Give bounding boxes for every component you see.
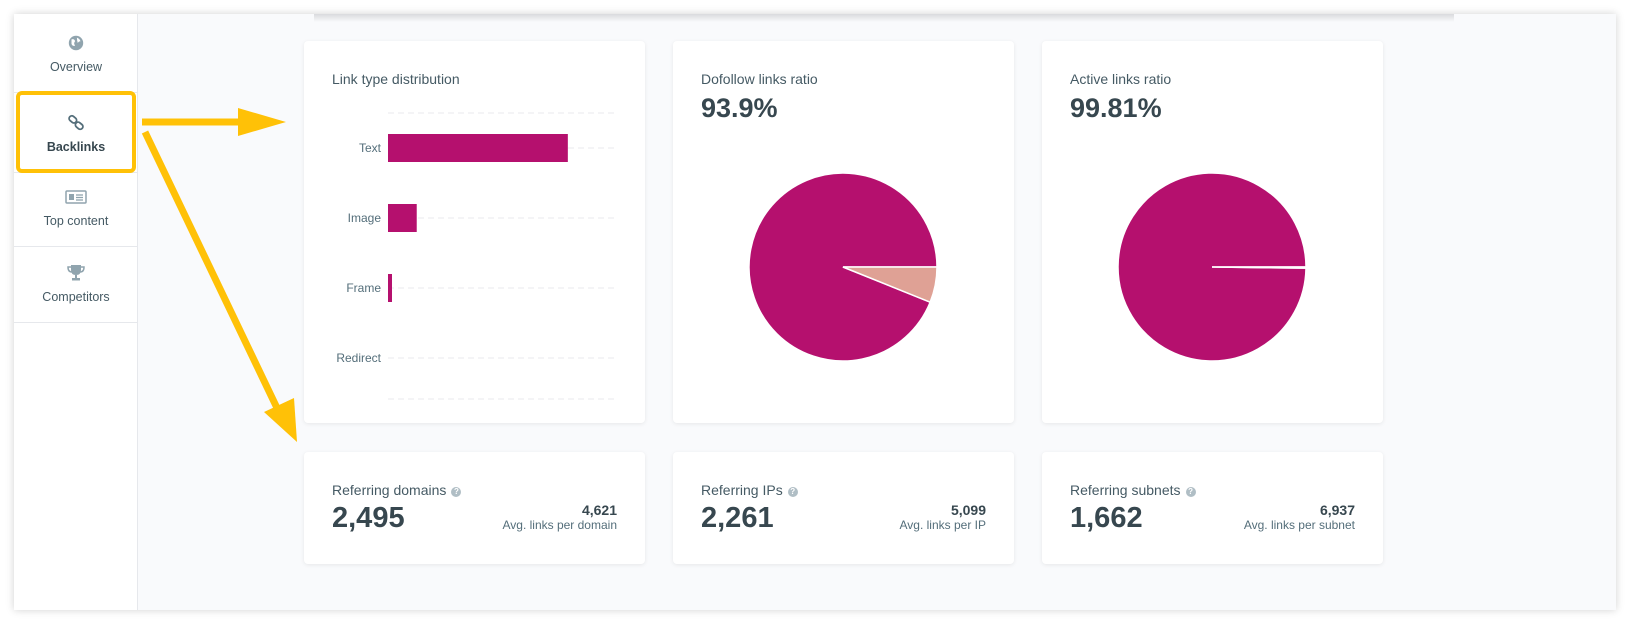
- sidebar-item-label: Competitors: [42, 290, 110, 304]
- sidebar-item-overview[interactable]: Overview: [14, 14, 138, 93]
- stat-title-text: Referring IPs: [701, 482, 783, 498]
- stat-sub-label: Avg. links per IP: [899, 518, 986, 532]
- referring-subnets-card: Referring subnets? 1,662 6,937 Avg. link…: [1042, 452, 1383, 564]
- stat-title: Referring domains?: [332, 482, 462, 498]
- backlinks-highlight-box: [16, 91, 136, 173]
- bar-image: [388, 204, 417, 232]
- stat-sub-label: Avg. links per domain: [502, 518, 617, 532]
- stat-value: 2,261: [701, 502, 774, 534]
- stat-value: 1,662: [1070, 502, 1143, 534]
- dofollow-value: 93.9%: [701, 93, 778, 123]
- help-icon[interactable]: ?: [451, 487, 462, 497]
- link-type-card: Link type distribution Text Image Frame Red…: [304, 41, 645, 423]
- help-icon[interactable]: ?: [1185, 487, 1196, 497]
- bar-category-label: Frame: [346, 281, 381, 295]
- top-shadow: [314, 14, 1454, 22]
- dofollow-title: Dofollow links ratio: [701, 71, 818, 87]
- trophy-icon: [67, 265, 85, 281]
- bar-category-label: Redirect: [336, 351, 381, 365]
- active-card: Active links ratio 99.81%: [1042, 41, 1383, 423]
- stat-title: Referring IPs?: [701, 482, 798, 498]
- newspaper-icon: [65, 190, 87, 204]
- link-icon: [68, 114, 84, 131]
- bar-category-label: Image: [348, 211, 382, 225]
- pie-slice-minor: [1211, 266, 1307, 269]
- stat-title-text: Referring subnets: [1070, 482, 1181, 498]
- sidebar-item-top-content[interactable]: Top content: [14, 168, 138, 247]
- referring-ips-card: Referring IPs? 2,261 5,099 Avg. links pe…: [673, 452, 1014, 564]
- help-icon[interactable]: ?: [787, 487, 798, 497]
- globe-icon: [68, 35, 84, 51]
- sidebar: Overview Backlinks Top content: [14, 14, 138, 610]
- active-title: Active links ratio: [1070, 71, 1172, 87]
- stat-value: 2,495: [332, 502, 405, 534]
- sidebar-item-label: Backlinks: [46, 140, 106, 154]
- stat-sub-label: Avg. links per subnet: [1243, 518, 1355, 532]
- pie-slice-minor: [842, 266, 938, 304]
- active-value: 99.81%: [1070, 93, 1162, 123]
- link-type-title: Link type distribution: [332, 71, 460, 87]
- sidebar-item-label: Top content: [43, 214, 109, 228]
- app-frame: Overview Backlinks Top content: [14, 14, 1616, 610]
- dofollow-card: Dofollow links ratio 93.9%: [673, 41, 1014, 423]
- stat-sub-value: 5,099: [950, 502, 986, 518]
- link-type-bar-chart: Text Image Frame Redirect: [336, 112, 616, 400]
- bar-text: [388, 134, 568, 162]
- stat-sub-value: 6,937: [1319, 502, 1355, 518]
- referring-domains-card: Referring domains? 2,495 4,621 Avg. link…: [304, 452, 645, 564]
- sidebar-item-label: Overview: [49, 60, 103, 74]
- dofollow-pie-chart: [748, 172, 938, 362]
- sidebar-item-competitors[interactable]: Competitors: [14, 244, 138, 323]
- stat-sub-value: 4,621: [581, 502, 617, 518]
- bar-category-label: Text: [359, 141, 382, 155]
- bar-frame: [388, 274, 392, 302]
- active-pie-chart: [1117, 172, 1307, 362]
- stat-title-text: Referring domains: [332, 482, 447, 498]
- stat-title: Referring subnets?: [1070, 482, 1196, 498]
